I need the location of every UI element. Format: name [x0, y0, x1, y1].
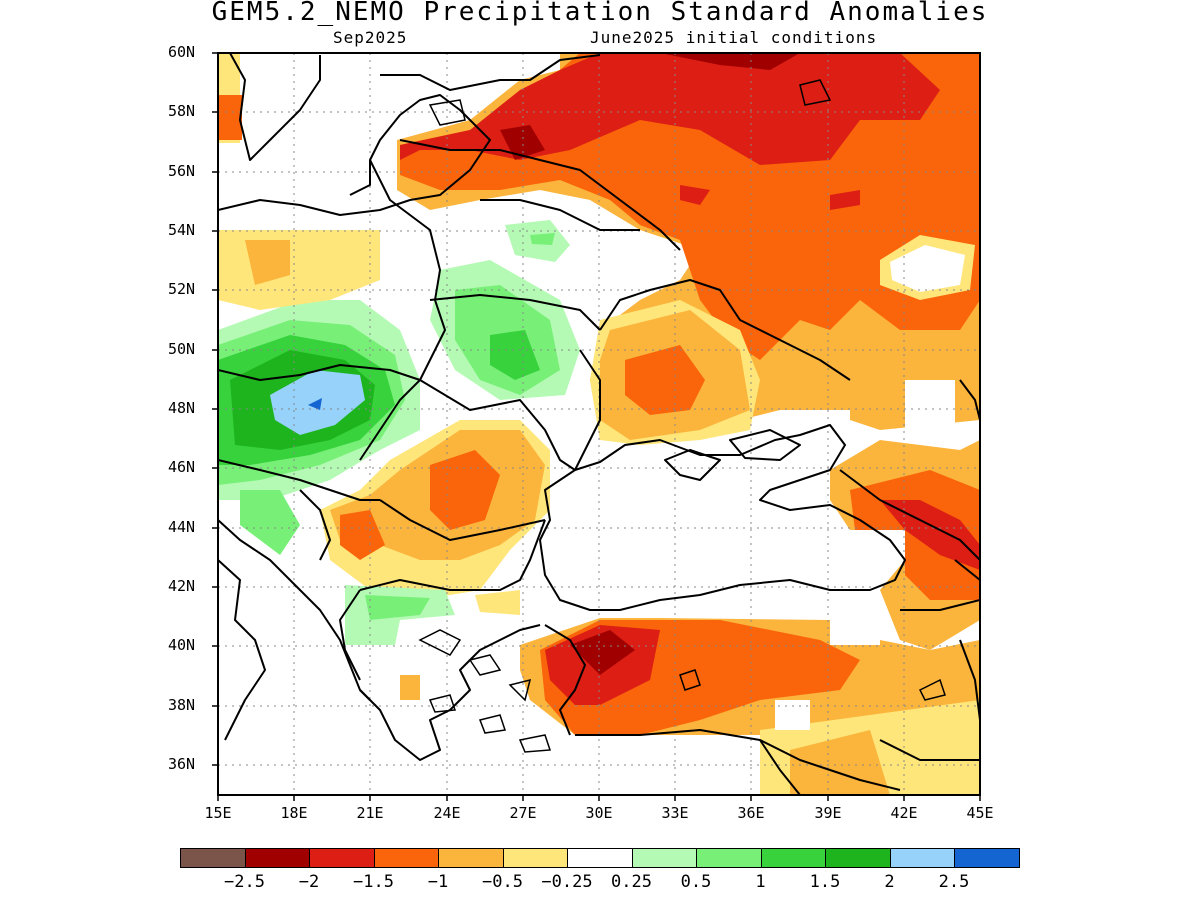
colorbar-swatch [696, 848, 762, 868]
lon-label-27e: 27E [509, 804, 537, 822]
colorbar-swatch [180, 848, 246, 868]
lat-label-54n: 54N [168, 221, 196, 239]
lat-label-38n: 38N [168, 696, 196, 714]
colorbar-label: −1 [427, 872, 449, 892]
lon-label-15e: 15E [204, 804, 232, 822]
lon-label-39e: 39E [814, 804, 842, 822]
lon-label-33e: 33E [661, 804, 689, 822]
lat-label-58n: 58N [168, 102, 196, 120]
lon-label-42e: 42E [890, 804, 918, 822]
lon-label-36e: 36E [737, 804, 765, 822]
colorbar-label: −2.5 [224, 872, 265, 892]
map-title: GEM5.2_NEMO Precipitation Standard Anoma… [211, 0, 989, 27]
colorbar-swatch [954, 848, 1020, 868]
lat-label-44n: 44N [168, 518, 196, 536]
lat-label-48n: 48N [168, 399, 196, 417]
colorbar-label: 2 [884, 872, 895, 892]
colorbar-swatch [373, 848, 439, 868]
colorbar-swatch [760, 848, 826, 868]
colorbar-swatch [309, 848, 375, 868]
colorbar-swatch [631, 848, 697, 868]
colorbar-swatch [567, 848, 633, 868]
lat-label-42n: 42N [168, 577, 196, 595]
lat-label-46n: 46N [168, 458, 196, 476]
lat-label-50n: 50N [168, 340, 196, 358]
lat-label-60n: 60N [168, 43, 196, 61]
colorbar-label: 0.25 [611, 872, 652, 892]
lat-label-36n: 36N [168, 755, 196, 773]
lon-label-21e: 21E [356, 804, 384, 822]
colorbar-swatch [244, 848, 310, 868]
colorbar-label: 2.5 [938, 872, 970, 892]
lon-label-18e: 18E [280, 804, 308, 822]
lat-label-56n: 56N [168, 162, 196, 180]
colorbar-label: 1 [755, 872, 766, 892]
lon-label-24e: 24E [433, 804, 461, 822]
valid-month: Sep2025 [333, 28, 408, 47]
colorbar-label: −1.5 [353, 872, 394, 892]
initial-conditions: June2025 initial conditions [590, 28, 878, 47]
lon-label-30e: 30E [585, 804, 613, 822]
islands [418, 79, 946, 753]
colorbar-label: −0.25 [541, 872, 593, 892]
axis-ticks [212, 52, 981, 801]
colorbar-swatch [825, 848, 891, 868]
colorbar-label: 0.5 [680, 872, 712, 892]
colorbar-swatch [889, 848, 955, 868]
lon-label-45e: 45E [966, 804, 994, 822]
anomaly-fields [218, 53, 980, 795]
lat-label-52n: 52N [168, 280, 196, 298]
colorbar-label: −0.5 [482, 872, 523, 892]
colorbar-swatch [502, 848, 568, 868]
colorbar-label: −2 [298, 872, 320, 892]
lat-label-40n: 40N [168, 636, 196, 654]
colorbar-swatch [438, 848, 504, 868]
colorbar-label: 1.5 [809, 872, 841, 892]
